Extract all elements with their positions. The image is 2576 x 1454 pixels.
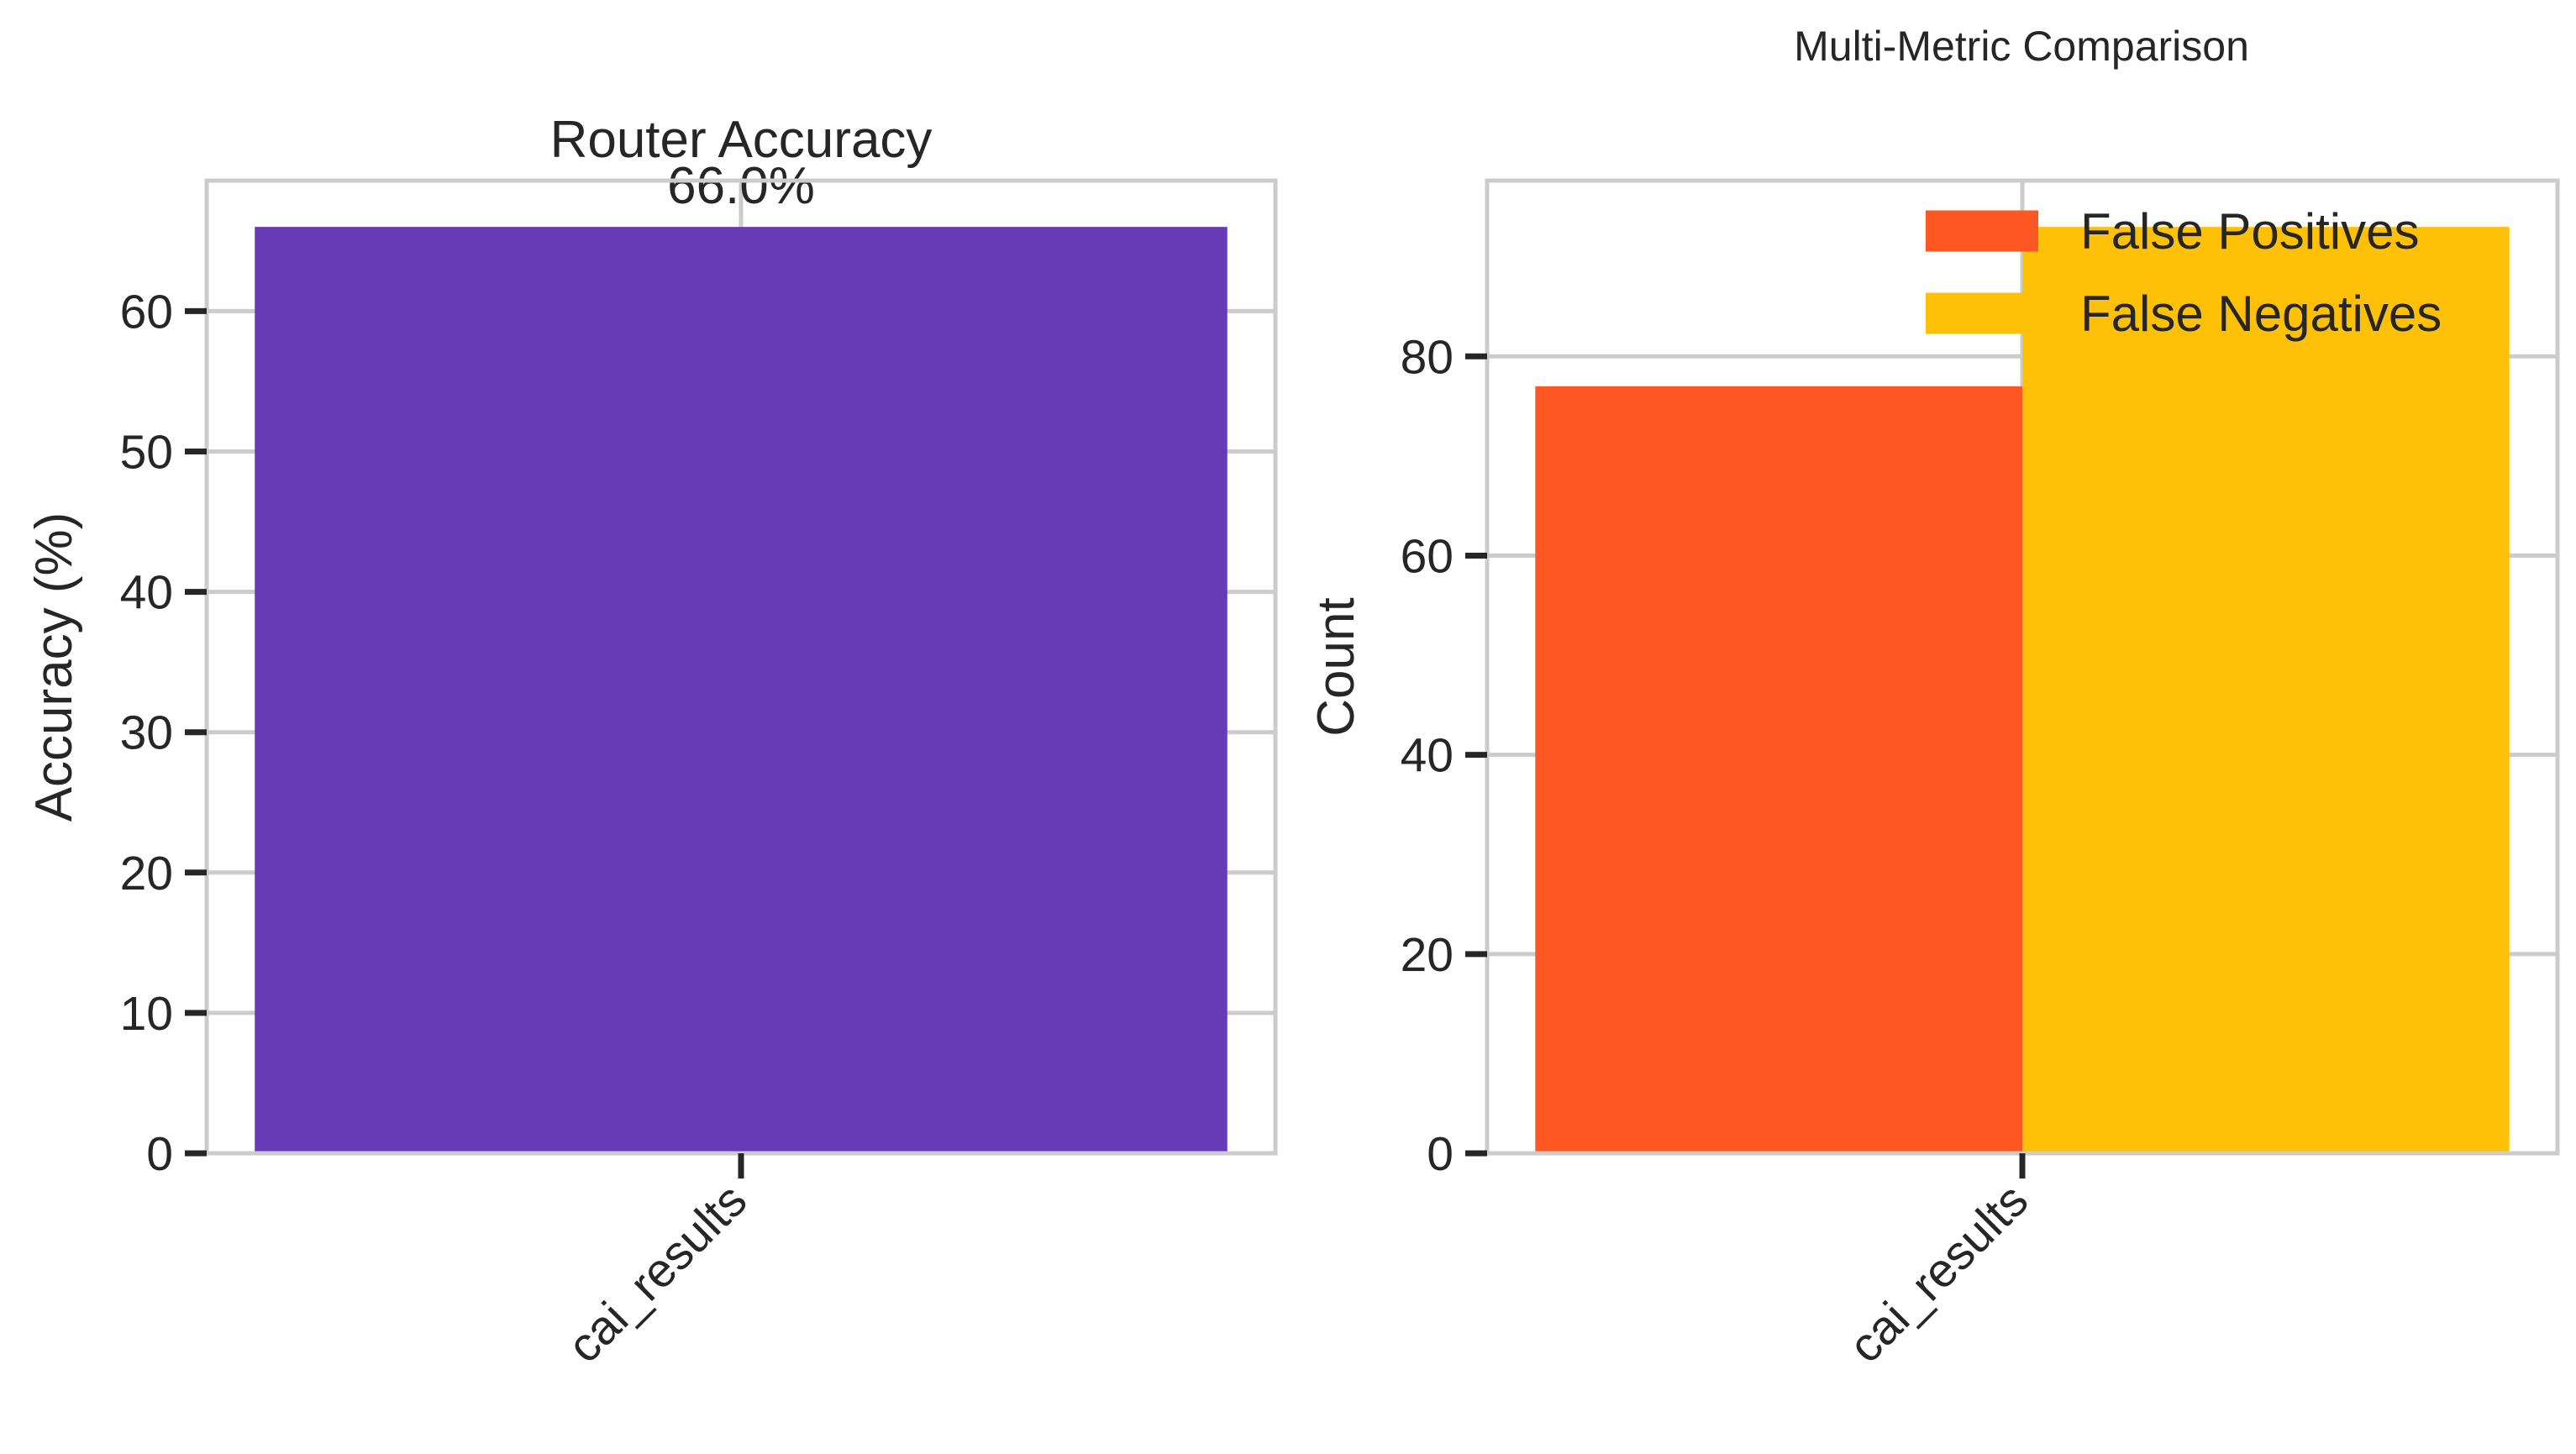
count-legend: False Positives False Negatives	[1926, 203, 2442, 342]
accuracy-bar	[255, 227, 1228, 1154]
legend-label: False Negatives	[2080, 286, 2442, 342]
accuracy-bars: 66.0%	[255, 157, 1228, 1154]
count-bar-false-negatives	[2022, 227, 2510, 1154]
accuracy-y-tick-label: 10	[120, 987, 173, 1041]
legend-label: False Positives	[2080, 203, 2419, 260]
accuracy-y-tick-label: 30	[120, 706, 173, 760]
count-y-tick-label: 40	[1401, 729, 1454, 783]
accuracy-y-tick-label: 40	[120, 566, 173, 620]
count-bars	[1535, 227, 2510, 1154]
accuracy-bar-value-label: 66.0%	[667, 157, 815, 215]
count-y-axis-label: Count	[1307, 597, 1365, 736]
count-y-tick-label: 80	[1401, 330, 1454, 384]
accuracy-x-tick-label: cai_results	[557, 1173, 757, 1373]
accuracy-y-tick-label: 50	[120, 426, 173, 480]
figure-suptitle: Multi-Metric Comparison	[1794, 23, 2249, 70]
accuracy-y-tick-label: 0	[146, 1127, 173, 1181]
legend-swatch	[1926, 292, 2038, 334]
accuracy-y-tick-label: 20	[120, 847, 173, 900]
error-count-chart: 0 20 40 60 80 cai_results Count False Positiv…	[1307, 178, 2560, 1373]
count-y-tick-label: 0	[1427, 1127, 1454, 1181]
accuracy-chart: 66.0% 0 10 20 30 40 50 60 cai_results Router Ac…	[25, 111, 1278, 1373]
accuracy-y-tick-label: 60	[120, 285, 173, 339]
count-y-tick-label: 20	[1401, 928, 1454, 982]
accuracy-chart-title: Router Accuracy	[550, 111, 933, 169]
count-x-tick-label: cai_results	[1838, 1173, 2038, 1373]
legend-swatch	[1926, 210, 2038, 252]
count-y-tick-label: 60	[1401, 529, 1454, 583]
count-bar-false-positives	[1535, 386, 2022, 1153]
accuracy-y-axis-label: Accuracy (%)	[25, 512, 83, 822]
